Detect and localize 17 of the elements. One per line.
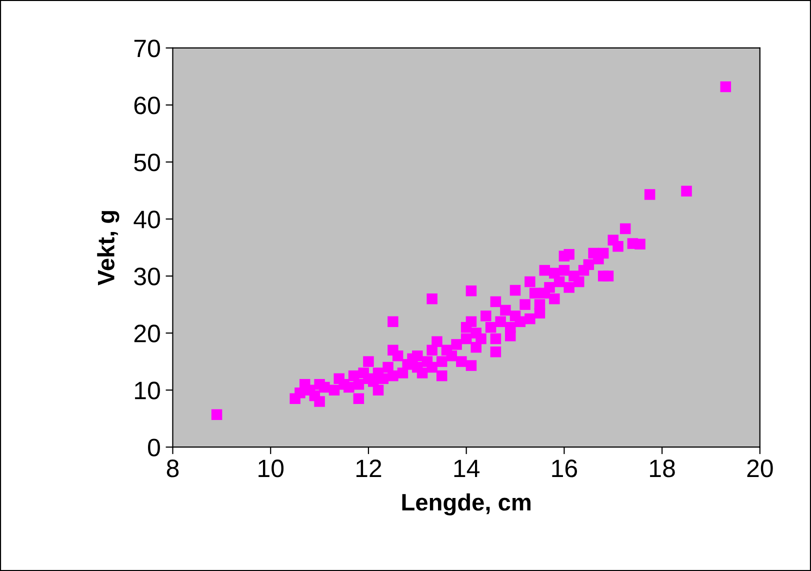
y-tick-label: 0 [148, 438, 160, 456]
x-tick-label: 10 [258, 460, 284, 478]
x-tick-label: 18 [650, 460, 675, 478]
y-tick-label: 70 [134, 40, 160, 58]
y-axis-title: Vekt, g [97, 211, 120, 286]
y-tick-label: 10 [135, 382, 160, 400]
x-axis-title: Lengde, cm [402, 493, 530, 516]
x-tick-label: 8 [166, 460, 179, 478]
y-tick-label: 50 [134, 154, 160, 172]
x-tick-label: 12 [356, 460, 382, 478]
y-tick-label: 20 [134, 324, 160, 342]
y-tick-label: 60 [134, 96, 160, 114]
x-tick-label: 14 [454, 460, 480, 478]
y-tick-label: 30 [134, 268, 160, 286]
x-tick-label: 20 [747, 460, 773, 478]
y-tick-label: 40 [134, 210, 160, 228]
x-tick-label: 16 [552, 460, 577, 478]
